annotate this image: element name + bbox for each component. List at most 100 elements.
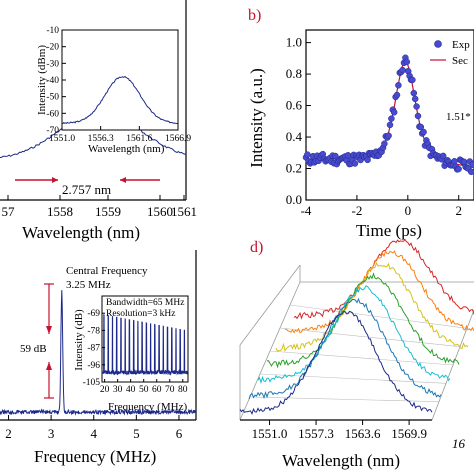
panel-a-x-label: Wavelength (nm) — [22, 223, 140, 242]
panel-c-inset-x-tick-label: 80 — [178, 385, 188, 395]
panel-a-inset-y-tick-label: -20 — [46, 43, 59, 53]
panel-b-data-point — [409, 76, 416, 84]
panel-b-data-point — [344, 152, 352, 159]
panel-c-inset-y-tick-label: -78 — [87, 326, 100, 336]
panel-d-grid-line — [259, 373, 447, 384]
panel-c-inset-x-tick-label: 30 — [113, 385, 123, 395]
panel-b-data-point — [395, 82, 402, 89]
panel-c-inset-y-label: Intensity (dB) — [73, 309, 85, 371]
panel-c-x-tick-label: 2 — [5, 426, 12, 441]
panel-c-inset-x-tick-label: 70 — [165, 385, 175, 395]
panel-a-inset-y-label: Intensity (dBm) — [36, 45, 48, 115]
panel-b-legend-sec: Sec — [452, 55, 468, 67]
panel-c-inset-bandwidth: Bandwidth=65 MHz — [106, 298, 184, 308]
panel-c-x-tick-label: 6 — [176, 426, 183, 441]
panel-a-inset-x-tick-label: 1551.0 — [49, 134, 75, 144]
panel-a-inset-spectrum — [61, 75, 178, 125]
panel-a-arrowhead-right — [120, 177, 126, 183]
panel-d-grid-line — [269, 350, 454, 366]
panel-d-spectrum-2 — [284, 249, 474, 334]
panel-b-data-point — [388, 115, 395, 122]
panel-d-spectrum-4 — [266, 272, 460, 369]
panel-b-data-point — [385, 132, 392, 139]
panel-a-x-tick-label: 57 — [2, 204, 16, 219]
panel-b-data-point — [413, 103, 420, 110]
panel-c-inset-x-label: Frequency (MHz) — [108, 401, 187, 413]
panel-c-x-label: Frequency (MHz) — [34, 447, 156, 466]
panel-c-arrowhead-top — [46, 326, 52, 334]
panel-b-data-point — [411, 95, 419, 103]
panel-c-inset-y-tick-label: -105 — [83, 378, 101, 388]
panel-b-data-point — [399, 66, 406, 74]
panel-b-fwhm-label: 1.51* — [446, 111, 471, 123]
panel-a-x-tick-label: 1558 — [47, 204, 73, 219]
panel-d-grid-line — [249, 396, 440, 402]
panel-d-x-label: Wavelength (nm) — [282, 451, 400, 470]
panel-a-x-tick-label: 1559 — [95, 204, 121, 219]
panel-a-inset-x-tick-label: 1556.3 — [88, 134, 114, 144]
panel-c-inset-y-tick-label: -87 — [87, 344, 100, 354]
panel-b-x-label: Time (ps) — [356, 221, 422, 240]
panel-a-inset-x-label: Wavelength (nm) — [88, 143, 165, 155]
panel-d-spectrum-5 — [257, 285, 451, 385]
panel-d: d) 1551.0 1557.3 1563.6 1569.9 Wavelength (… — [239, 238, 474, 470]
panel-b-y-tick-label: 0.4 — [286, 129, 303, 144]
panel-c-rf-spectrum — [0, 290, 197, 416]
panel-b-y-tick-label: 0.6 — [286, 98, 303, 113]
panel-d-x-tick-label: 1569.9 — [391, 426, 427, 441]
panel-b-data-point — [451, 158, 458, 165]
panel-a-inset-y-tick-label: -30 — [46, 59, 59, 69]
panel-d-label: d) — [250, 239, 263, 256]
panel-d-axis-fragment: 16 — [452, 436, 466, 451]
panel-d-x-tick-label: 1557.3 — [298, 426, 334, 441]
panel-b-label: b) — [248, 7, 261, 24]
panel-b-data-point — [469, 161, 474, 168]
panel-a-x-tick-label: 1561 — [171, 204, 197, 219]
panel-d-grid-line — [279, 327, 461, 347]
panel-c-central-frequency-label: Central Frequency — [66, 265, 148, 277]
panel-b-data-point — [364, 156, 371, 164]
panel-a-arrowhead-left — [52, 177, 58, 183]
panel-c-inset-y-tick-label: -69 — [87, 309, 100, 319]
panel-c-x-tick-label: 4 — [90, 426, 97, 441]
panel-c-inset-resolution: Resolution=3 kHz — [106, 309, 175, 319]
panel-d-3d-box — [239, 264, 474, 421]
panel-a-inset-y-tick-label: -50 — [46, 93, 59, 103]
panel-c-dr-label: 59 dB — [20, 343, 47, 355]
panel-b-data-point — [332, 152, 339, 160]
panel-d-spectrum-3 — [275, 261, 469, 353]
panel-d-spectrum-7 — [239, 310, 433, 415]
panel-a-inset-y-tick-label: -10 — [46, 26, 59, 36]
panel-c-inset-y-tick-label: -96 — [87, 361, 100, 371]
panel-c-arrowhead-bottom — [46, 362, 52, 370]
panel-a-inset-y-tick-label: -70 — [46, 126, 59, 136]
panel-b-data-point — [386, 121, 394, 129]
panel-a-x-tick-label: 1560 — [147, 204, 173, 219]
panel-a-inset-frame — [61, 29, 179, 131]
panel-b-data-point — [410, 89, 418, 97]
panel-d-x-tick-label: 1551.0 — [252, 426, 288, 441]
panel-b-frame — [305, 29, 474, 201]
panel-c-x-tick-label: 3 — [48, 426, 55, 441]
panel-b-y-tick-label: 0.0 — [286, 192, 302, 207]
panel-c-inset-x-tick-label: 50 — [139, 385, 149, 395]
panel-c: 2 3 4 5 6 Central Frequency 3.25 MHz 59 dB F… — [0, 250, 197, 466]
panel-b-data-point — [455, 165, 462, 173]
panel-c-inset-x-tick-label: 20 — [100, 385, 110, 395]
panel-d-grid-line — [289, 304, 468, 329]
panel-b-data-point — [414, 112, 422, 120]
panel-b-x-tick-label: 0 — [405, 203, 412, 218]
panel-a-inset-x-tick-label: 1566.9 — [165, 134, 191, 144]
panel-b-y-label: Intensity (a.u.) — [247, 68, 266, 168]
panel-c-central-frequency-value: 3.25 MHz — [66, 279, 111, 291]
panel-d-box-edge — [239, 264, 301, 346]
panel-b-data-point — [439, 152, 447, 160]
panel-b-data-point — [467, 168, 474, 176]
panel-b-y-tick-label: 0.8 — [286, 66, 302, 81]
panel-a-inset-y-tick-label: -60 — [46, 109, 59, 119]
panel-b-data-point — [417, 123, 425, 131]
panel-b-data-point — [403, 58, 411, 66]
panel-b-legend-exp: Exp — [452, 39, 470, 51]
panel-d-spectrum-6 — [248, 297, 442, 400]
